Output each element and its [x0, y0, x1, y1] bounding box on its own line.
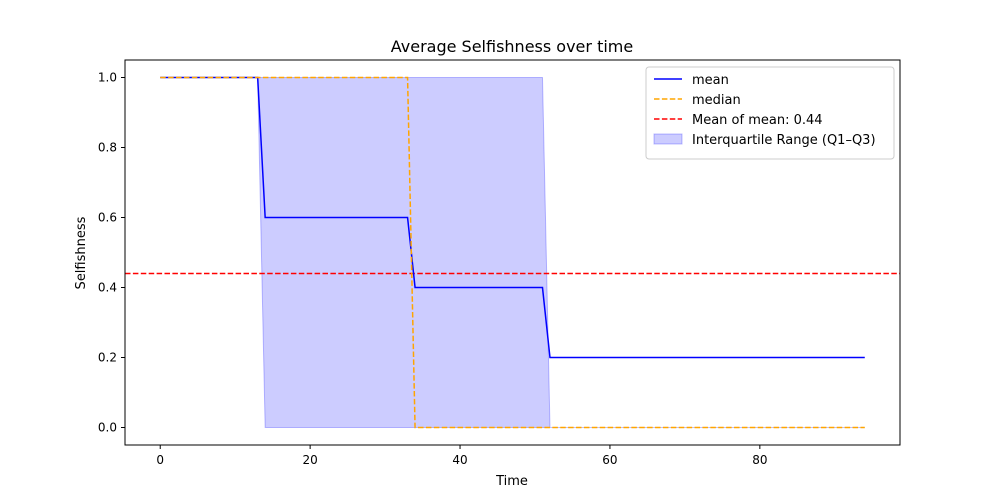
- legend-mean-label: mean: [692, 73, 729, 88]
- legend-iqr-label: Interquartile Range (Q1–Q3): [692, 133, 876, 148]
- legend-iqr-swatch: [653, 133, 683, 145]
- y-tick-label: 1.0: [98, 71, 117, 85]
- x-axis-label: Time: [495, 474, 528, 489]
- y-tick-label: 0.2: [98, 351, 117, 365]
- x-tick-label: 80: [752, 453, 767, 467]
- x-tick-label: 40: [452, 453, 467, 467]
- y-axis-label: Selfishness: [74, 216, 89, 289]
- y-tick-label: 0.0: [98, 421, 117, 435]
- legend-mean-of-mean-label: Mean of mean: 0.44: [692, 113, 823, 128]
- x-tick-label: 0: [156, 453, 164, 467]
- axes-frame: [124, 59, 901, 446]
- x-tick-label: 60: [602, 453, 617, 467]
- x-tick-label: 20: [302, 453, 317, 467]
- legend-box: [645, 66, 895, 160]
- y-tick-label: 0.4: [98, 281, 117, 295]
- chart-title: Average Selfishness over time: [391, 37, 633, 56]
- x-axis-ticks: 0 20 40 60 80: [156, 445, 767, 467]
- y-axis-ticks: 0.0 0.2 0.4 0.6 0.8 1.0: [98, 71, 125, 435]
- median-line: [160, 76, 865, 429]
- y-tick-label: 0.6: [98, 211, 117, 225]
- plot-area: [125, 76, 900, 429]
- legend: mean median Mean of mean: 0.44 Interquar…: [645, 66, 895, 160]
- y-tick-label: 0.8: [98, 141, 117, 155]
- legend-median-label: median: [692, 93, 741, 108]
